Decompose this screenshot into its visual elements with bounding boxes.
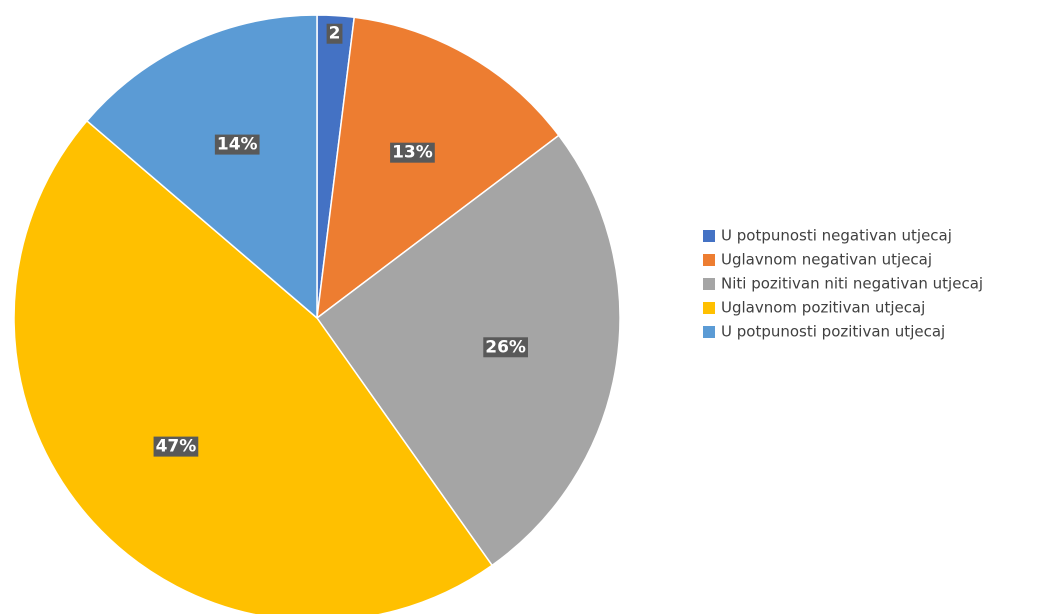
data-label-bg (483, 337, 528, 358)
data-label-bg (153, 436, 199, 457)
legend-swatch (703, 326, 715, 338)
data-label-bg (326, 23, 343, 44)
data-label-text: 14% (217, 135, 258, 155)
legend-label: U potpunosti negativan utjecaj (721, 227, 952, 245)
data-label-bg (214, 134, 260, 155)
legend-swatch (703, 254, 715, 266)
legend-label: U potpunosti pozitivan utjecaj (721, 323, 945, 341)
data-label-text: 26% (485, 337, 526, 357)
data-label: 26% (483, 337, 528, 358)
pie-slice (315, 134, 621, 567)
data-label: 47% (153, 436, 199, 457)
pie-slice (13, 119, 494, 614)
data-label-text: 47% (156, 437, 197, 457)
legend-label: Niti pozitivan niti negativan utjecaj (721, 275, 983, 293)
data-label: 14% (214, 134, 260, 155)
legend-label: Uglavnom pozitivan utjecaj (721, 299, 925, 317)
legend-swatch (703, 278, 715, 290)
legend-swatch (703, 302, 715, 314)
pie-slice (316, 16, 560, 320)
data-label: 13% (390, 142, 435, 163)
data-label: 2 (326, 23, 343, 44)
data-label-text: 13% (392, 143, 433, 163)
pie-slice (85, 14, 318, 320)
data-label-bg (390, 142, 435, 163)
legend-swatch (703, 230, 715, 242)
legend-label: Uglavnom negativan utjecaj (721, 251, 932, 269)
data-label-text: 2 (329, 24, 341, 44)
